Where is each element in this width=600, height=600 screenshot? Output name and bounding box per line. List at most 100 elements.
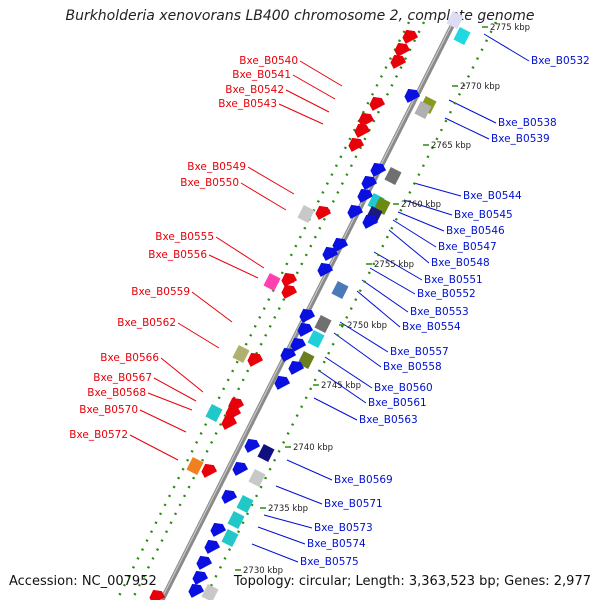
connector-line (278, 103, 324, 125)
gene-arrow (201, 463, 218, 478)
connector-line (333, 332, 382, 368)
gene-arrow (280, 347, 297, 362)
connector-line (263, 514, 313, 529)
gene-label: Bxe_B0573 (314, 522, 373, 534)
gene-arrow (390, 54, 407, 69)
genome-info-text: Topology: circular; Length: 3,363,523 bp… (233, 574, 591, 589)
gene-arrow (221, 415, 238, 430)
gene-arrow (394, 42, 411, 57)
tick-label: 2765 kbp (431, 141, 471, 151)
gene-label: Bxe_B0550 (180, 177, 239, 189)
gene-arrow (196, 555, 213, 570)
gene-block (314, 315, 332, 333)
connector-line (369, 267, 416, 295)
gene-label: Bxe_B0559 (131, 286, 190, 298)
connector-line (313, 397, 358, 421)
gene-arrow (348, 137, 365, 152)
gene-block (453, 27, 471, 45)
tick-label: 2775 kbp (490, 23, 530, 33)
gene-label: Bxe_B0574 (307, 538, 366, 550)
connector-line (240, 182, 287, 211)
connector-line (403, 199, 453, 216)
gene-label: Bxe_B0563 (359, 414, 418, 426)
gene-arrow (347, 204, 364, 219)
connector-line (339, 321, 389, 353)
gene-block (384, 167, 402, 185)
connector-line (373, 251, 423, 281)
gene-label: Bxe_B0555 (155, 231, 214, 243)
gene-label: Bxe_B0551 (424, 274, 483, 286)
connector-line (191, 291, 233, 323)
gene-arrow (192, 570, 209, 585)
gene-label: Bxe_B0542 (225, 84, 284, 96)
gene-arrow (210, 522, 227, 537)
gene-arrow (149, 589, 166, 600)
gene-block (297, 205, 315, 223)
gene-arrow (281, 284, 298, 299)
gene-label: Bxe_B0545 (454, 209, 513, 221)
connector-line (275, 485, 323, 505)
gene-label: Bxe_B0549 (187, 161, 246, 173)
gene-label: Bxe_B0540 (239, 55, 298, 67)
gene-label: Bxe_B0558 (383, 361, 442, 373)
gene-block (248, 469, 266, 487)
gene-arrow (404, 88, 421, 103)
gene-label: Bxe_B0554 (402, 321, 461, 333)
gene-arrow (402, 29, 419, 44)
gene-block (232, 345, 250, 363)
gene-block (446, 11, 464, 29)
connector-line (285, 89, 330, 113)
gene-label: Bxe_B0568 (87, 387, 146, 399)
connector-line (215, 236, 265, 269)
scale-ticks: 2775 kbp 2770 kbp 2765 kbp 2760 kbp 2755 kbp… (235, 23, 530, 576)
gene-arrow (221, 489, 238, 504)
connector-line (444, 117, 490, 140)
gene-label: Bxe_B0571 (324, 498, 383, 510)
tick-label: 2730 kbp (243, 566, 283, 576)
gene-block (307, 330, 325, 348)
tick-label: 2755 kbp (374, 260, 414, 270)
gene-label: Bxe_B0544 (463, 190, 522, 202)
gene-label: Bxe_B0538 (498, 117, 557, 129)
tick-label: 2740 kbp (293, 443, 333, 453)
gene-arrow (297, 322, 314, 337)
gene-block (331, 281, 349, 299)
connector-line (286, 459, 333, 481)
connector-line (397, 211, 445, 232)
gene-label: Bxe_B0569 (334, 474, 393, 486)
connector-line (448, 99, 497, 124)
connector-line (177, 322, 220, 349)
gene-label: Bxe_B0553 (410, 306, 469, 318)
gene-arrow (361, 175, 378, 190)
gene-arrow (332, 237, 349, 252)
gene-arrow (288, 360, 305, 375)
gene-arrow (274, 375, 291, 390)
gene-label: Bxe_B0561 (368, 397, 427, 409)
connector-line (257, 526, 306, 545)
gene-block (205, 404, 223, 422)
tick-label: 2770 kbp (460, 82, 500, 92)
gene-label: Bxe_B0552 (417, 288, 476, 300)
gene-label: Bxe_B0539 (491, 133, 550, 145)
gene-features (149, 11, 471, 600)
connector-line (324, 356, 373, 389)
gene-label: Bxe_B0570 (79, 404, 138, 416)
gene-arrow (322, 246, 339, 261)
gene-block (414, 101, 432, 119)
gene-block (236, 495, 254, 513)
connector-line (356, 290, 401, 328)
gene-arrow (281, 272, 298, 287)
connector-line (388, 229, 430, 264)
gene-arrow (315, 205, 332, 220)
gene-block (186, 457, 204, 475)
gene-arrow (362, 214, 379, 229)
gene-labels: Bxe_B0540 Bxe_B0541 Bxe_B0542 Bxe_B0543 Bxe_… (69, 55, 589, 568)
connector-line (317, 369, 367, 404)
connector-line (160, 357, 204, 393)
gene-block (263, 273, 281, 291)
connector-line (483, 33, 530, 62)
gene-arrow (317, 262, 334, 277)
map-title: Burkholderia xenovorans LB400 chromosome… (65, 8, 535, 24)
gene-arrow (358, 112, 375, 127)
tick-label: 2745 kbp (321, 381, 361, 391)
